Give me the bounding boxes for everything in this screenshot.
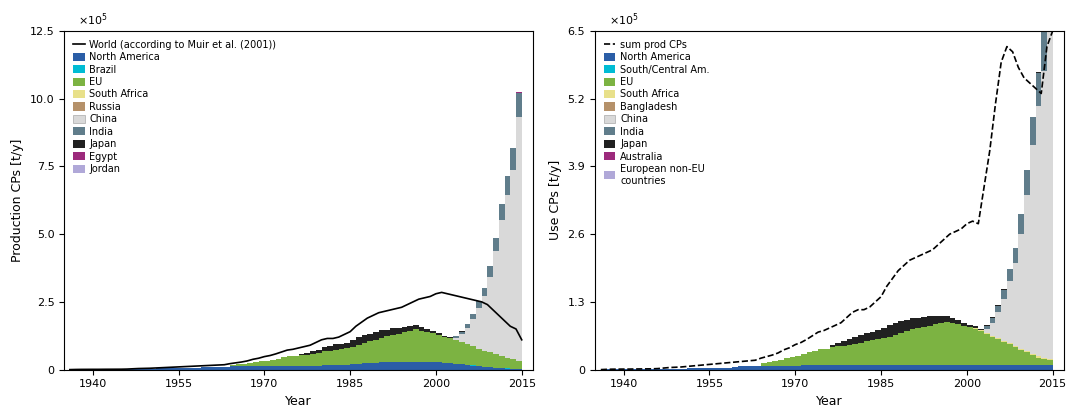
Y-axis label: Production CPs [t/y]: Production CPs [t/y] (11, 139, 24, 262)
X-axis label: Year: Year (816, 395, 842, 408)
Text: $\times10^5$: $\times10^5$ (609, 11, 639, 28)
Y-axis label: Use CPs [t/y]: Use CPs [t/y] (549, 160, 562, 241)
Legend: sum prod CPs, North America, South/Central Am., EU, South Africa, Bangladesh, Ch: sum prod CPs, North America, South/Centr… (600, 36, 714, 189)
X-axis label: Year: Year (285, 395, 312, 408)
Text: $\times10^5$: $\times10^5$ (78, 11, 108, 28)
Legend: World (according to Muir et al. (2001)), North America, Brazil, EU, South Africa: World (according to Muir et al. (2001)),… (69, 36, 281, 178)
